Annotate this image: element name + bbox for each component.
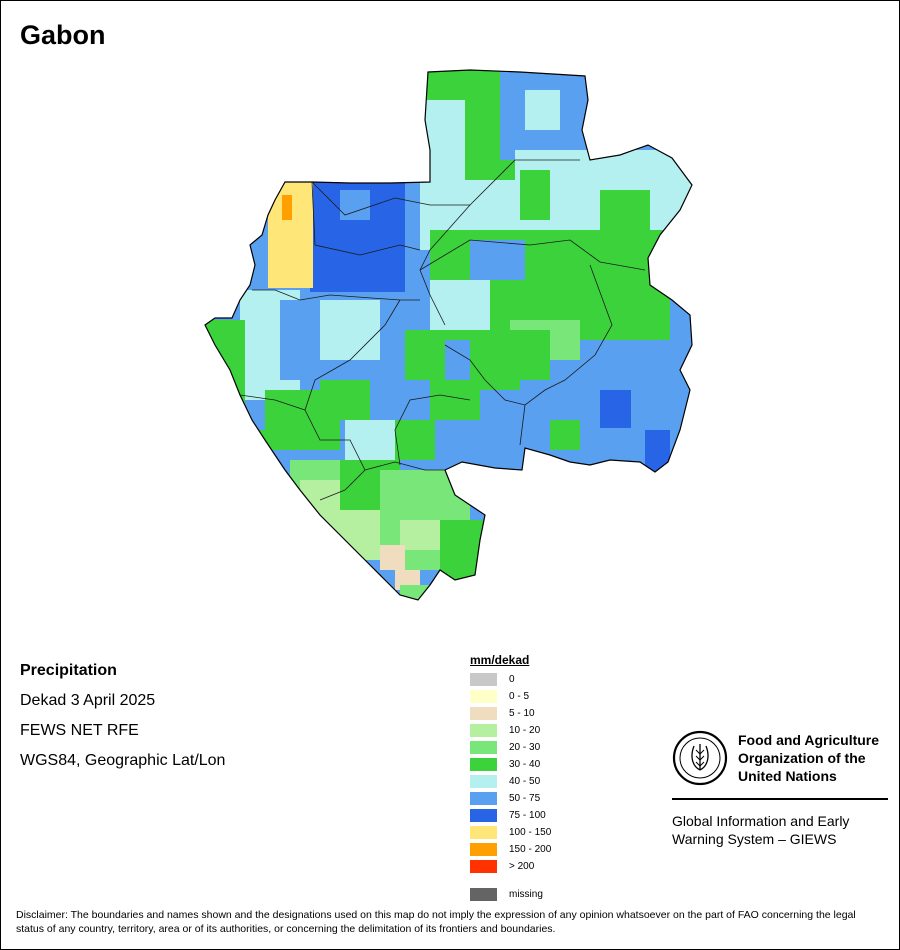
rain-40-50 <box>525 90 560 130</box>
legend-swatch <box>470 724 497 737</box>
province-boundary <box>311 159 580 216</box>
province-boundary <box>252 289 420 301</box>
legend-label: 30 - 40 <box>509 759 541 770</box>
map-info-block: Precipitation Dekad 3 April 2025 FEWS NE… <box>20 656 225 776</box>
rain-30-40 <box>250 430 270 460</box>
legend-row: > 200 <box>470 858 551 875</box>
legend-label: 0 - 5 <box>509 691 530 702</box>
legend-row: 100 - 150 <box>470 824 551 841</box>
fao-name-line-2: Organization of the <box>738 750 866 766</box>
legend-label: 100 - 150 <box>509 827 552 838</box>
province-boundary <box>311 181 421 256</box>
precipitation-map <box>204 69 693 601</box>
legend-unit: mm/dekad <box>470 653 530 667</box>
legend-swatch <box>470 758 497 771</box>
legend-row: 0 - 5 <box>470 688 551 705</box>
giews-name: Global Information and Early Warning Sys… <box>672 812 888 848</box>
giews-line-2: Warning System – GIEWS <box>672 831 837 847</box>
province-boundary <box>519 404 526 446</box>
legend-swatch <box>470 690 497 703</box>
legend-label: > 200 <box>509 861 535 872</box>
legend-row: 20 - 30 <box>470 739 551 756</box>
rain-150-200 <box>282 195 292 220</box>
legend-row: 0 <box>470 671 551 688</box>
legend-label: 40 - 50 <box>509 776 541 787</box>
rain-20-30 <box>400 585 430 600</box>
giews-line-1: Global Information and Early <box>672 813 850 829</box>
rain-40-50 <box>320 300 380 360</box>
legend-row: 75 - 100 <box>470 807 551 824</box>
rain-40-50 <box>425 100 465 180</box>
legend-row-missing: missing <box>470 886 551 903</box>
legend-swatch <box>470 741 497 754</box>
province-boundary <box>304 409 366 501</box>
rain-30-40 <box>550 420 580 450</box>
province-boundary <box>419 239 646 271</box>
info-projection: WGS84, Geographic Lat/Lon <box>20 752 226 769</box>
legend-swatch <box>470 860 497 873</box>
legend-row: 40 - 50 <box>470 773 551 790</box>
province-boundary <box>394 394 471 466</box>
rain-30-40 <box>205 320 245 440</box>
rain-50-75 <box>470 240 525 280</box>
legend-swatch <box>470 673 497 686</box>
rain-5-10 <box>380 545 405 570</box>
rain-30-40 <box>395 420 435 460</box>
fao-organization-name: Food and Agriculture Organization of the… <box>738 731 879 785</box>
info-source: FEWS NET RFE <box>20 722 139 739</box>
rain-10-20 <box>400 520 440 550</box>
legend: mm/dekad 0 0 - 5 5 - 10 10 - 20 20 - 30 30 - … <box>470 653 551 903</box>
legend-row: 30 - 40 <box>470 756 551 773</box>
fao-logo-row: Food and Agriculture Organization of the… <box>672 730 888 786</box>
legend-label: 0 <box>509 674 515 685</box>
legend-rows: 0 0 - 5 5 - 10 10 - 20 20 - 30 30 - 40 40 - 50… <box>470 671 551 875</box>
rainfall-layer <box>205 70 692 600</box>
legend-row: 50 - 75 <box>470 790 551 807</box>
rain-100-150 <box>268 178 313 288</box>
fao-divider <box>672 798 888 800</box>
info-heading: Precipitation <box>20 662 117 679</box>
province-boundary <box>444 264 613 406</box>
legend-swatch <box>470 809 497 822</box>
rain-30-40 <box>520 170 550 220</box>
province-boundaries <box>239 159 646 501</box>
fao-name-line-1: Food and Agriculture <box>738 732 880 748</box>
info-period: Dekad 3 April 2025 <box>20 692 156 709</box>
legend-label: 50 - 75 <box>509 793 541 804</box>
rain-40-50 <box>430 280 490 330</box>
legend-row: 5 - 10 <box>470 705 551 722</box>
legend-label: 10 - 20 <box>509 725 541 736</box>
legend-swatch-missing <box>470 888 497 901</box>
legend-label: 5 - 10 <box>509 708 535 719</box>
legend-label: 75 - 100 <box>509 810 546 821</box>
legend-swatch <box>470 843 497 856</box>
legend-swatch <box>470 792 497 805</box>
fao-emblem-icon <box>672 730 728 786</box>
rain-50-75 <box>280 300 320 380</box>
province-boundary <box>304 299 401 411</box>
map-title: Gabon <box>20 20 106 50</box>
legend-swatch <box>470 775 497 788</box>
disclaimer: Disclaimer: The boundaries and names sho… <box>16 909 856 935</box>
fao-branding: Food and Agriculture Organization of the… <box>672 730 888 848</box>
rain-30-40 <box>320 380 370 420</box>
legend-label: 150 - 200 <box>509 844 552 855</box>
legend-swatch <box>470 707 497 720</box>
fao-name-line-3: United Nations <box>738 768 837 784</box>
province-boundary <box>239 394 306 411</box>
rain-50-75 <box>340 190 370 220</box>
legend-row: 150 - 200 <box>470 841 551 858</box>
rain-40-50 <box>345 420 395 460</box>
legend-row: 10 - 20 <box>470 722 551 739</box>
rain-30-40 <box>430 380 480 420</box>
rain-30-40 <box>405 330 445 380</box>
province-boundary <box>364 461 445 471</box>
legend-label: 20 - 30 <box>509 742 541 753</box>
legend-label-missing: missing <box>509 889 543 900</box>
legend-swatch <box>470 826 497 839</box>
